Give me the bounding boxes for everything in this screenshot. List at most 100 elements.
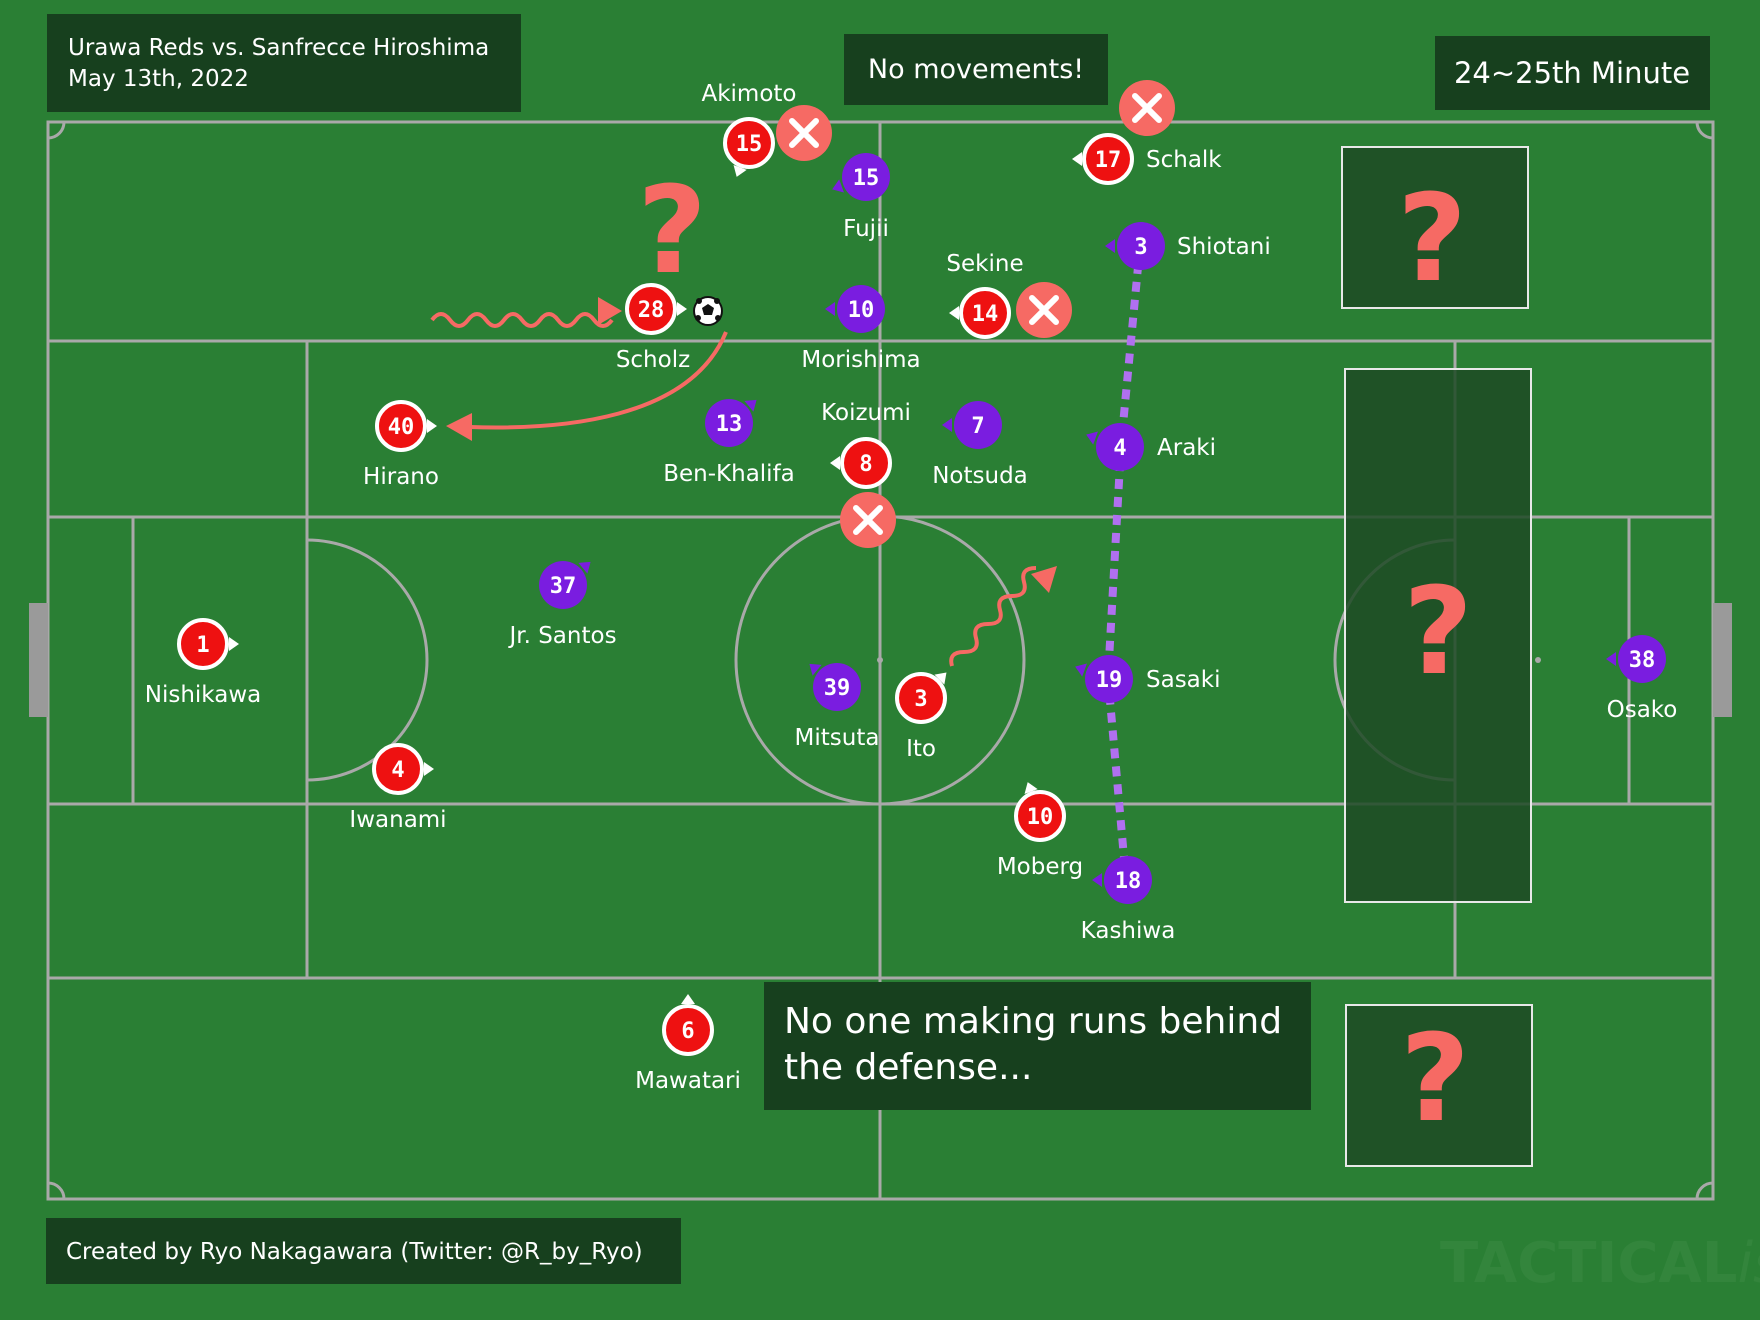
player-number: 3 (1134, 235, 1147, 260)
player-number: 3 (914, 687, 927, 712)
hiroshima-player-morishima: 10 Morishima (801, 285, 921, 373)
empty-zone-middle (1344, 368, 1532, 903)
player-number: 6 (681, 1019, 694, 1044)
player-marker (895, 672, 947, 724)
player-number: 14 (972, 302, 999, 327)
player-number: 19 (1096, 668, 1123, 693)
urawa-player-moberg: 10 Moberg (997, 782, 1083, 880)
empty-zone-top (1341, 146, 1529, 309)
facing-marker (681, 994, 695, 1004)
no-runs-panel (764, 982, 1311, 1110)
player-number: 15 (736, 132, 763, 157)
watermark-logo: TACTICALista (1440, 1231, 1760, 1296)
ito-run-arrow (949, 566, 1037, 667)
facing-marker (733, 165, 747, 177)
player-number: 10 (848, 298, 875, 323)
player-marker (813, 663, 861, 711)
urawa-player-sekine: 14 Sekine (946, 251, 1024, 339)
facing-marker (424, 762, 434, 776)
facing-marker (949, 306, 959, 320)
player-name: Mawatari (635, 1068, 741, 1094)
minute-panel (1435, 36, 1710, 110)
player-name: Schalk (1146, 147, 1222, 173)
facing-marker (744, 399, 757, 412)
player-name: Kashiwa (1081, 918, 1176, 944)
player-marker (1117, 222, 1165, 270)
hiroshima-player-fujii: 15 Fujii (832, 153, 890, 242)
match-info-panel (47, 14, 521, 112)
player-name: Ito (906, 736, 936, 762)
facing-marker (427, 419, 437, 433)
no-runs-line-1: No one making runs behind (784, 1001, 1282, 1042)
movement-arrows (430, 297, 1057, 667)
player-number: 13 (716, 412, 743, 437)
player-marker (705, 399, 753, 447)
player-number: 1 (196, 633, 209, 658)
hiroshima-player-araki: 4 Araki (1086, 423, 1216, 471)
player-number: 4 (391, 758, 404, 783)
facing-marker (1086, 431, 1098, 445)
no-runs-line-2: the defense... (784, 1047, 1032, 1088)
player-name: Morishima (801, 347, 920, 373)
center-spot (877, 657, 883, 663)
facing-marker (1105, 239, 1115, 253)
player-marker (723, 117, 775, 169)
player-name: Akimoto (701, 81, 796, 107)
facing-marker (830, 456, 840, 470)
player-name: Sekine (946, 251, 1023, 277)
urawa-player-mawatari: 6 Mawatari (635, 994, 741, 1094)
question-mark-top-zone: ? (1397, 170, 1467, 309)
player-name: Hirano (363, 464, 439, 490)
player-name: Mitsuta (795, 725, 880, 751)
player-name: Ben-Khalifa (663, 461, 795, 487)
x-marker-koizumi (840, 492, 896, 548)
player-marker (837, 285, 885, 333)
player-number: 17 (1095, 148, 1122, 173)
urawa-player-ito: 3 Ito (895, 672, 947, 762)
urawa-player-koizumi: 8 Koizumi (821, 400, 911, 489)
player-name: Moberg (997, 854, 1083, 880)
hiroshima-player-mitsuta: 39 Mitsuta (795, 663, 880, 751)
scholz-pass-arrow (469, 331, 728, 430)
urawa-player-nishikawa: 1 Nishikawa (145, 618, 261, 708)
player-number: 18 (1115, 869, 1142, 894)
question-mark-scholz: ? (637, 162, 707, 301)
empty-zone-bottom (1345, 1004, 1533, 1167)
match-title: Urawa Reds vs. Sanfrecce Hiroshima (68, 35, 489, 61)
player-name: Scholz (616, 347, 690, 373)
player-marker (1085, 655, 1133, 703)
player-marker (842, 153, 890, 201)
player-number: 7 (971, 414, 984, 439)
player-number: 15 (853, 166, 880, 191)
facing-marker (1075, 663, 1087, 677)
soccer-ball-icon (693, 296, 723, 326)
player-number: 28 (638, 298, 665, 323)
urawa-player-akimoto: 15 Akimoto (701, 81, 797, 177)
player-name: Sasaki (1146, 667, 1220, 693)
player-marker (1014, 790, 1066, 842)
player-marker (177, 618, 229, 670)
facing-marker (809, 663, 822, 676)
player-name: Koizumi (821, 400, 911, 426)
no-movements-label: No movements! (868, 54, 1084, 85)
urawa-player-hirano: 40 Hirano (363, 400, 439, 490)
facing-marker (832, 179, 844, 193)
facing-marker (229, 637, 239, 651)
scholz-dribble-arrowhead (598, 297, 622, 325)
player-marker (840, 437, 892, 489)
player-number: 10 (1027, 805, 1054, 830)
players-layer: 1 Nishikawa 4 Iwanami 40 Hirano 28 Scholz 15 Akim… (145, 81, 1678, 1094)
player-name: Notsuda (932, 463, 1028, 489)
facing-marker (934, 672, 947, 685)
ito-run-arrowhead (1031, 566, 1057, 593)
player-marker (662, 1004, 714, 1056)
facing-marker (677, 302, 687, 316)
left-goal (29, 603, 48, 717)
facing-marker (1072, 152, 1082, 166)
urawa-player-iwanami: 4 Iwanami (349, 743, 447, 833)
facing-marker (1092, 873, 1102, 887)
facing-marker (942, 418, 952, 432)
credit-text: Created by Ryo Nakagawara (Twitter: @R_b… (66, 1239, 643, 1265)
hiroshima-player-shiotani: 3 Shiotani (1105, 222, 1271, 270)
